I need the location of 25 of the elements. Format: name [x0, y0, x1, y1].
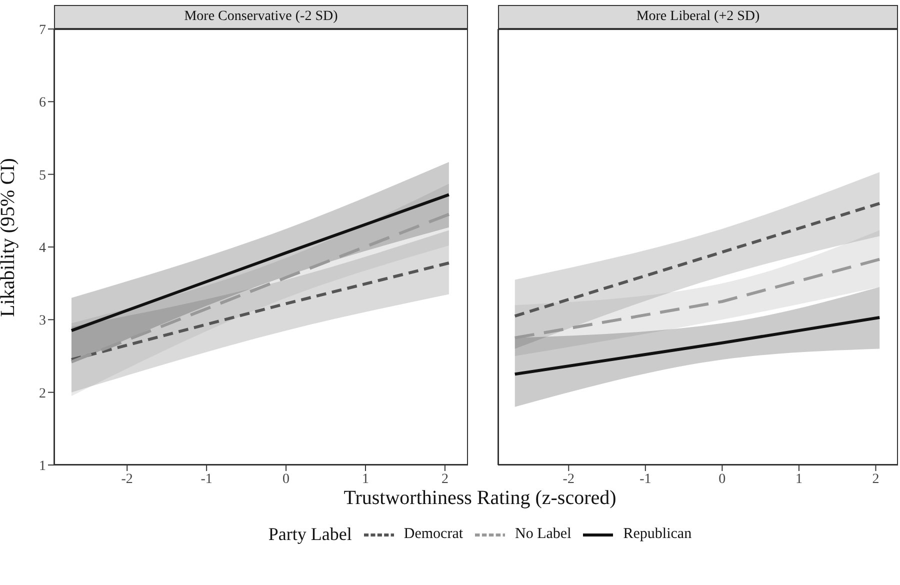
y-tick-label: 6: [39, 96, 46, 111]
x-tick-label: 0: [282, 472, 290, 487]
x-tick-label: 2: [872, 472, 880, 487]
x-tick-label: 1: [795, 472, 802, 487]
y-tick-label: 7: [39, 22, 46, 38]
y-axis-title: Likability (95% CI): [0, 158, 20, 317]
x-tick-label: 2: [441, 472, 448, 487]
x-axis-title: Trustworthiness Rating (z-scored): [342, 487, 618, 510]
legend-label: Democrat: [404, 526, 464, 543]
x-tick-label: -2: [562, 472, 574, 487]
y-tick-label: 3: [39, 314, 46, 329]
x-tick-label: -1: [640, 472, 652, 487]
legend-label: No Label: [515, 526, 572, 543]
y-tick-label: 4: [39, 240, 46, 256]
y-tick-label: 1: [39, 458, 46, 474]
legend-title: Party Label: [268, 524, 352, 545]
x-tick-label: 0: [718, 472, 726, 487]
y-tick-label: 2: [39, 386, 46, 402]
y-tick-label: 5: [39, 168, 46, 184]
x-tick-label: 1: [362, 472, 369, 487]
legend-label: Republican: [623, 526, 692, 543]
chart-title: More Liberal (+2 SD): [498, 5, 898, 29]
chart-title: More Conservative (-2 SD): [54, 5, 468, 29]
x-tick-label: -1: [200, 472, 212, 487]
x-tick-label: -2: [121, 472, 133, 487]
